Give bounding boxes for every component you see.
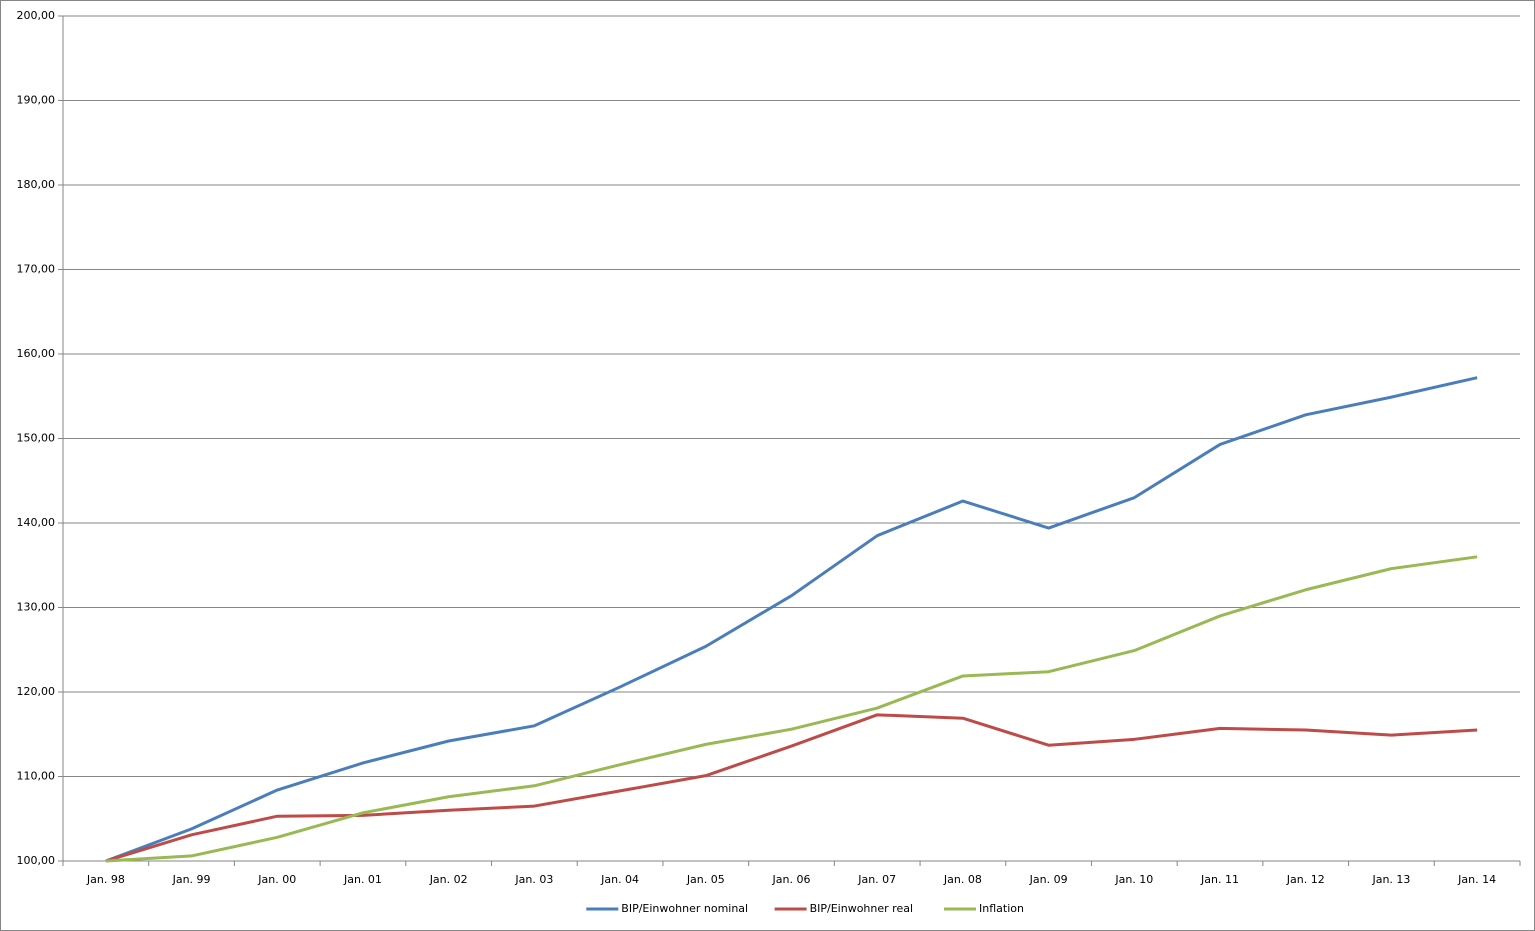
x-tick-label: Jan. 01	[343, 873, 382, 886]
x-tick-label: Jan. 05	[686, 873, 725, 886]
x-tick-label: Jan. 13	[1371, 873, 1410, 886]
legend-label: Inflation	[979, 902, 1024, 915]
x-tick-label: Jan. 07	[857, 873, 896, 886]
y-tick-label: 190,00	[17, 94, 56, 107]
y-tick-label: 200,00	[17, 9, 56, 22]
x-tick-label: Jan. 09	[1029, 873, 1068, 886]
y-tick-label: 110,00	[17, 770, 56, 783]
y-tick-label: 140,00	[17, 516, 56, 529]
series-line	[105, 376, 1478, 863]
y-tick-label: 130,00	[17, 601, 56, 614]
x-tick-label: Jan. 04	[600, 873, 639, 886]
y-tick-label: 170,00	[17, 263, 56, 276]
x-tick-label: Jan. 99	[172, 873, 211, 886]
y-tick-label: 100,00	[17, 854, 56, 867]
y-tick-label: 160,00	[17, 347, 56, 360]
y-tick-label: 120,00	[17, 685, 56, 698]
legend-label: BIP/Einwohner nominal	[621, 902, 748, 915]
x-tick-label: Jan. 98	[86, 873, 125, 886]
x-tick-label: Jan. 02	[429, 873, 468, 886]
legend-label: BIP/Einwohner real	[810, 902, 913, 915]
x-tick-label: Jan. 03	[514, 873, 553, 886]
x-tick-label: Jan. 06	[772, 873, 811, 886]
x-tick-label: Jan. 08	[943, 873, 982, 886]
x-tick-label: Jan. 12	[1286, 873, 1325, 886]
series-line	[105, 555, 1478, 863]
x-tick-label: Jan. 00	[257, 873, 296, 886]
x-tick-label: Jan. 11	[1200, 873, 1239, 886]
x-tick-label: Jan. 10	[1114, 873, 1153, 886]
x-tick-label: Jan. 14	[1457, 873, 1496, 886]
y-tick-label: 150,00	[17, 432, 56, 445]
y-tick-label: 180,00	[17, 178, 56, 191]
series-line	[105, 713, 1478, 863]
